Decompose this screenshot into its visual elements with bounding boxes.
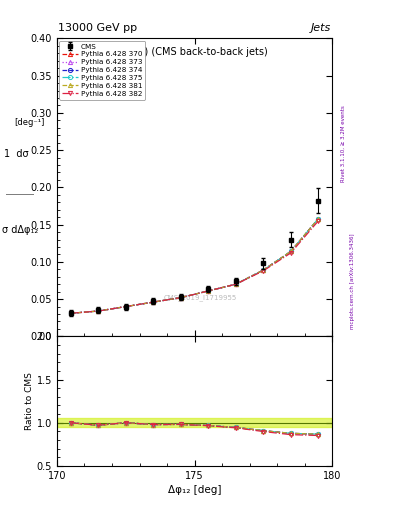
Pythia 6.428 381	[288, 248, 293, 254]
Pythia 6.428 382	[316, 218, 321, 224]
Pythia 6.428 382	[288, 250, 293, 256]
Pythia 6.428 381	[123, 304, 128, 310]
Pythia 6.428 382	[206, 288, 211, 294]
Text: CMS_2019_I1719955: CMS_2019_I1719955	[163, 294, 237, 301]
Pythia 6.428 375	[68, 310, 73, 316]
Pythia 6.428 381	[233, 281, 238, 287]
Line: Pythia 6.428 370: Pythia 6.428 370	[69, 217, 320, 315]
Pythia 6.428 370	[206, 288, 211, 294]
Pythia 6.428 374	[288, 248, 293, 254]
Pythia 6.428 375	[316, 216, 321, 222]
Pythia 6.428 374	[233, 281, 238, 287]
Pythia 6.428 370	[96, 308, 101, 314]
Pythia 6.428 381	[261, 267, 266, 273]
Pythia 6.428 374	[316, 216, 321, 222]
Pythia 6.428 381	[316, 216, 321, 222]
Pythia 6.428 382	[96, 308, 101, 314]
Pythia 6.428 374	[261, 267, 266, 273]
Text: ――――: ――――	[6, 191, 34, 198]
Pythia 6.428 382	[233, 281, 238, 287]
X-axis label: Δφ₁₂ [deg]: Δφ₁₂ [deg]	[168, 485, 221, 495]
Pythia 6.428 381	[68, 310, 73, 316]
Pythia 6.428 373	[96, 308, 101, 314]
Pythia 6.428 370	[178, 294, 183, 301]
Line: Pythia 6.428 375: Pythia 6.428 375	[69, 217, 320, 315]
Pythia 6.428 375	[123, 304, 128, 310]
Text: Jets: Jets	[311, 23, 331, 33]
Text: Δφ(jj) (CMS back-to-back jets): Δφ(jj) (CMS back-to-back jets)	[122, 47, 267, 57]
Pythia 6.428 374	[151, 299, 156, 305]
Pythia 6.428 373	[178, 294, 183, 301]
Text: [deg⁻¹]: [deg⁻¹]	[14, 118, 44, 127]
Pythia 6.428 375	[151, 299, 156, 305]
Pythia 6.428 373	[151, 299, 156, 305]
Pythia 6.428 373	[206, 288, 211, 294]
Text: 1  dσ: 1 dσ	[4, 148, 29, 159]
Pythia 6.428 381	[178, 294, 183, 301]
Pythia 6.428 381	[206, 288, 211, 294]
Pythia 6.428 375	[178, 294, 183, 301]
Pythia 6.428 382	[261, 268, 266, 274]
Text: mcplots.cern.ch [arXiv:1306.3436]: mcplots.cern.ch [arXiv:1306.3436]	[350, 234, 355, 329]
Text: Rivet 3.1.10, ≥ 3.2M events: Rivet 3.1.10, ≥ 3.2M events	[341, 105, 346, 182]
Y-axis label: Ratio to CMS: Ratio to CMS	[25, 372, 34, 430]
Legend: CMS, Pythia 6.428 370, Pythia 6.428 373, Pythia 6.428 374, Pythia 6.428 375, Pyt: CMS, Pythia 6.428 370, Pythia 6.428 373,…	[59, 40, 145, 99]
Pythia 6.428 375	[233, 281, 238, 287]
Pythia 6.428 370	[288, 248, 293, 254]
Pythia 6.428 375	[206, 288, 211, 294]
Pythia 6.428 373	[316, 216, 321, 222]
Line: Pythia 6.428 381: Pythia 6.428 381	[69, 217, 320, 315]
Pythia 6.428 370	[316, 216, 321, 222]
Pythia 6.428 374	[206, 288, 211, 294]
Pythia 6.428 374	[96, 308, 101, 314]
Pythia 6.428 370	[233, 281, 238, 287]
Pythia 6.428 381	[96, 308, 101, 314]
Pythia 6.428 375	[288, 248, 293, 254]
Pythia 6.428 370	[68, 310, 73, 316]
Line: Pythia 6.428 373: Pythia 6.428 373	[69, 217, 320, 315]
Pythia 6.428 373	[68, 310, 73, 316]
Pythia 6.428 382	[68, 310, 73, 316]
Pythia 6.428 374	[178, 294, 183, 301]
Pythia 6.428 382	[151, 299, 156, 305]
Pythia 6.428 382	[178, 294, 183, 301]
Pythia 6.428 374	[68, 310, 73, 316]
Pythia 6.428 370	[261, 267, 266, 273]
Pythia 6.428 373	[261, 267, 266, 273]
Line: Pythia 6.428 374: Pythia 6.428 374	[69, 217, 320, 315]
Bar	[57, 418, 332, 427]
Pythia 6.428 370	[123, 304, 128, 310]
Text: σ dΔφ₁₂: σ dΔφ₁₂	[2, 225, 38, 236]
Line: Pythia 6.428 382: Pythia 6.428 382	[69, 219, 320, 315]
Pythia 6.428 375	[261, 267, 266, 273]
Pythia 6.428 373	[233, 281, 238, 287]
Pythia 6.428 382	[123, 304, 128, 310]
Pythia 6.428 381	[151, 299, 156, 305]
Pythia 6.428 374	[123, 304, 128, 310]
Pythia 6.428 370	[151, 299, 156, 305]
Pythia 6.428 375	[96, 308, 101, 314]
Text: 13000 GeV pp: 13000 GeV pp	[58, 23, 137, 33]
Pythia 6.428 373	[123, 304, 128, 310]
Pythia 6.428 373	[288, 248, 293, 254]
